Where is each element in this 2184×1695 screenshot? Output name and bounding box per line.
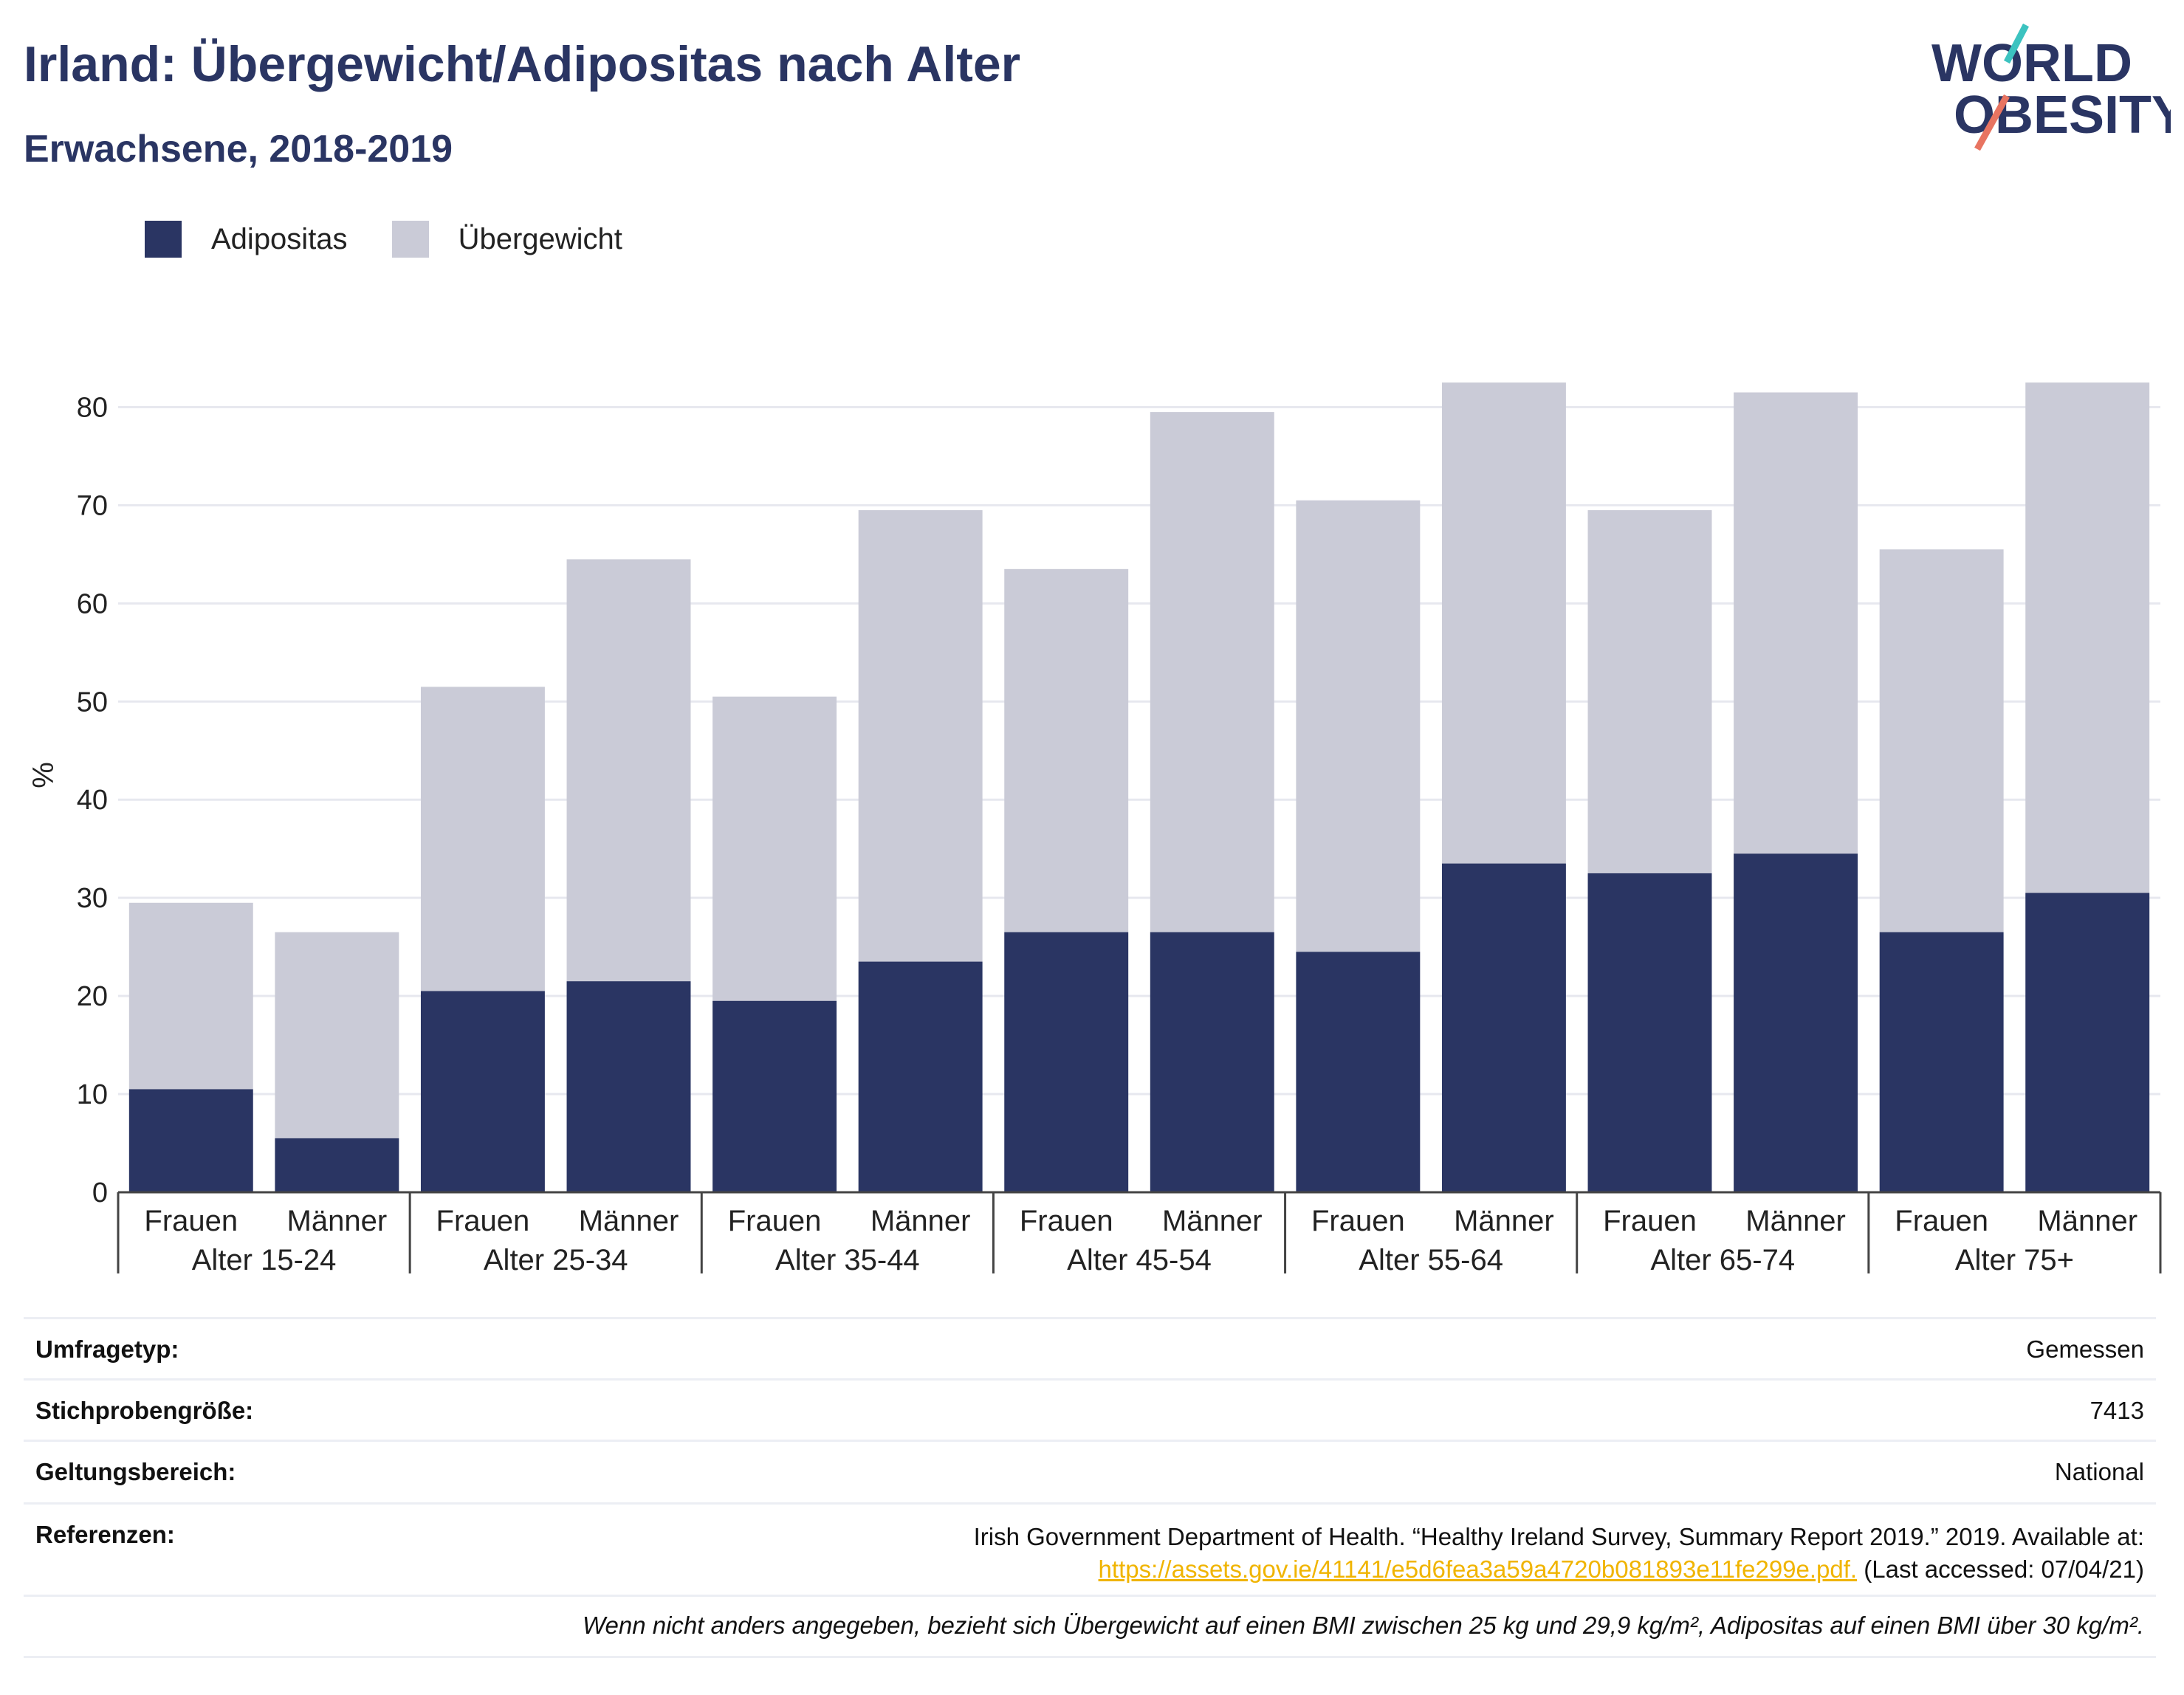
bar-adipositas: [1296, 952, 1421, 1192]
x-sub-tick-label: Frauen: [436, 1205, 530, 1237]
meta-row-scope: Geltungsbereich: National: [24, 1440, 2156, 1502]
x-sub-tick-label: Frauen: [1603, 1205, 1697, 1237]
bar-adipositas: [1441, 863, 1566, 1192]
y-tick-label: 0: [92, 1177, 108, 1208]
bar-adipositas: [1734, 853, 1858, 1192]
x-sub-tick-label: Frauen: [144, 1205, 238, 1237]
bar-uebergewicht: [1296, 500, 1421, 952]
x-group-label: Alter 65-74: [1650, 1244, 1795, 1276]
bar-uebergewicht: [128, 902, 253, 1090]
x-group-label: Alter 35-44: [775, 1244, 920, 1276]
bar-uebergewicht: [1879, 549, 2004, 932]
legend-label-adipositas: Adipositas: [211, 222, 348, 255]
bar-adipositas: [420, 991, 545, 1192]
y-tick-label: 30: [77, 883, 108, 914]
bar-adipositas: [566, 981, 691, 1192]
legend-label-uebergewicht: Übergewicht: [458, 222, 622, 255]
bar-uebergewicht: [2025, 382, 2150, 893]
chart-legend: Adipositas Übergewicht: [145, 219, 667, 260]
bar-uebergewicht: [1004, 568, 1129, 932]
x-sub-tick-label: Männer: [287, 1205, 388, 1237]
logo-line-1: WORLD: [1931, 34, 2132, 93]
x-sub-tick-label: Männer: [1454, 1205, 1554, 1237]
x-sub-tick-label: Frauen: [1020, 1205, 1113, 1237]
stacked-bar-chart: 0 10 20 30 40 50 60 70 80% Frauen Männer Frauen Männ…: [27, 382, 2162, 1276]
survey-type-label: Umfragetyp:: [35, 1335, 179, 1363]
legend-swatch-adipositas: [145, 221, 182, 258]
legend-swatch-uebergewicht: [391, 221, 429, 258]
x-sub-tick-label: Männer: [1745, 1205, 1846, 1237]
x-group-label: Alter 25-34: [484, 1244, 628, 1276]
x-group-label: Alter 55-64: [1359, 1244, 1503, 1276]
bar-uebergewicht: [275, 932, 399, 1138]
bar-uebergewicht: [420, 687, 545, 991]
reference-link[interactable]: https://assets.gov.ie/41141/e5d6fea3a59a…: [1098, 1555, 1858, 1583]
bar-adipositas: [1150, 932, 1274, 1192]
legend-item-uebergewicht: Übergewicht: [391, 221, 622, 258]
x-sub-tick-label: Männer: [579, 1205, 679, 1237]
x-group-label: Alter 75+: [1955, 1244, 2074, 1276]
bar-adipositas: [128, 1089, 253, 1192]
world-obesity-logo: WORLD OBESITY: [1931, 23, 2171, 151]
chart-subtitle: Erwachsene, 2018-2019: [24, 128, 453, 171]
x-sub-tick-label: Frauen: [728, 1205, 822, 1237]
chart-title: Irland: Übergewicht/Adipositas nach Alte…: [24, 36, 1021, 92]
sample-size-value: 7413: [2089, 1397, 2144, 1424]
bar-adipositas: [275, 1138, 399, 1192]
survey-type-value: Gemessen: [2026, 1335, 2144, 1363]
x-group-label: Alter 15-24: [192, 1244, 337, 1276]
bar-adipositas: [858, 961, 983, 1192]
x-sub-tick-label: Frauen: [1311, 1205, 1405, 1237]
scope-value: National: [2054, 1458, 2144, 1485]
y-tick-label: 80: [77, 392, 108, 423]
y-tick-label: 20: [77, 981, 108, 1012]
bar-uebergewicht: [712, 696, 837, 1001]
meta-row-references: Referenzen: Irish Government Department …: [24, 1502, 2156, 1595]
bar-uebergewicht: [1587, 510, 1712, 873]
references-value: Irish Government Department of Health. “…: [974, 1521, 2144, 1586]
x-sub-tick-label: Männer: [2037, 1205, 2137, 1237]
bar-adipositas: [1587, 873, 1712, 1192]
meta-row-note: Wenn nicht anders angegeben, bezieht sic…: [24, 1595, 2156, 1658]
bar-adipositas: [712, 1000, 837, 1192]
reference-accessed: (Last accessed: 07/04/21): [1864, 1555, 2144, 1583]
logo-line-2: OBESITY: [1954, 86, 2171, 145]
bar-uebergewicht: [1150, 412, 1274, 932]
y-tick-label: 10: [77, 1079, 108, 1110]
metadata-table: Umfragetyp: Gemessen Stichprobengröße: 7…: [24, 1317, 2156, 1658]
bar-adipositas: [1879, 932, 2004, 1192]
scope-label: Geltungsbereich:: [35, 1458, 236, 1485]
y-tick-label: 40: [77, 785, 108, 816]
y-tick-label: 60: [77, 588, 108, 619]
y-tick-label: 70: [77, 490, 108, 521]
sample-size-label: Stichprobengröße:: [35, 1397, 254, 1424]
bar-uebergewicht: [566, 559, 691, 982]
meta-row-sample-size: Stichprobengröße: 7413: [24, 1378, 2156, 1440]
references-label: Referenzen:: [35, 1521, 175, 1548]
bar-adipositas: [2025, 893, 2150, 1192]
y-tick-label: 50: [77, 687, 108, 718]
meta-row-survey-type: Umfragetyp: Gemessen: [24, 1317, 2156, 1378]
y-axis-label: %: [27, 762, 60, 788]
x-sub-tick-label: Männer: [870, 1205, 971, 1237]
x-group-label: Alter 45-54: [1067, 1244, 1212, 1276]
legend-item-adipositas: Adipositas: [145, 221, 348, 258]
reference-text: Irish Government Department of Health. “…: [973, 1523, 2144, 1550]
x-sub-tick-label: Frauen: [1895, 1205, 1988, 1237]
bar-adipositas: [1004, 932, 1129, 1192]
bar-uebergewicht: [1441, 382, 1566, 864]
definition-note: Wenn nicht anders angegeben, bezieht sic…: [582, 1612, 2144, 1639]
bar-uebergewicht: [858, 510, 983, 962]
x-sub-tick-label: Männer: [1162, 1205, 1263, 1237]
bar-uebergewicht: [1734, 392, 1858, 854]
